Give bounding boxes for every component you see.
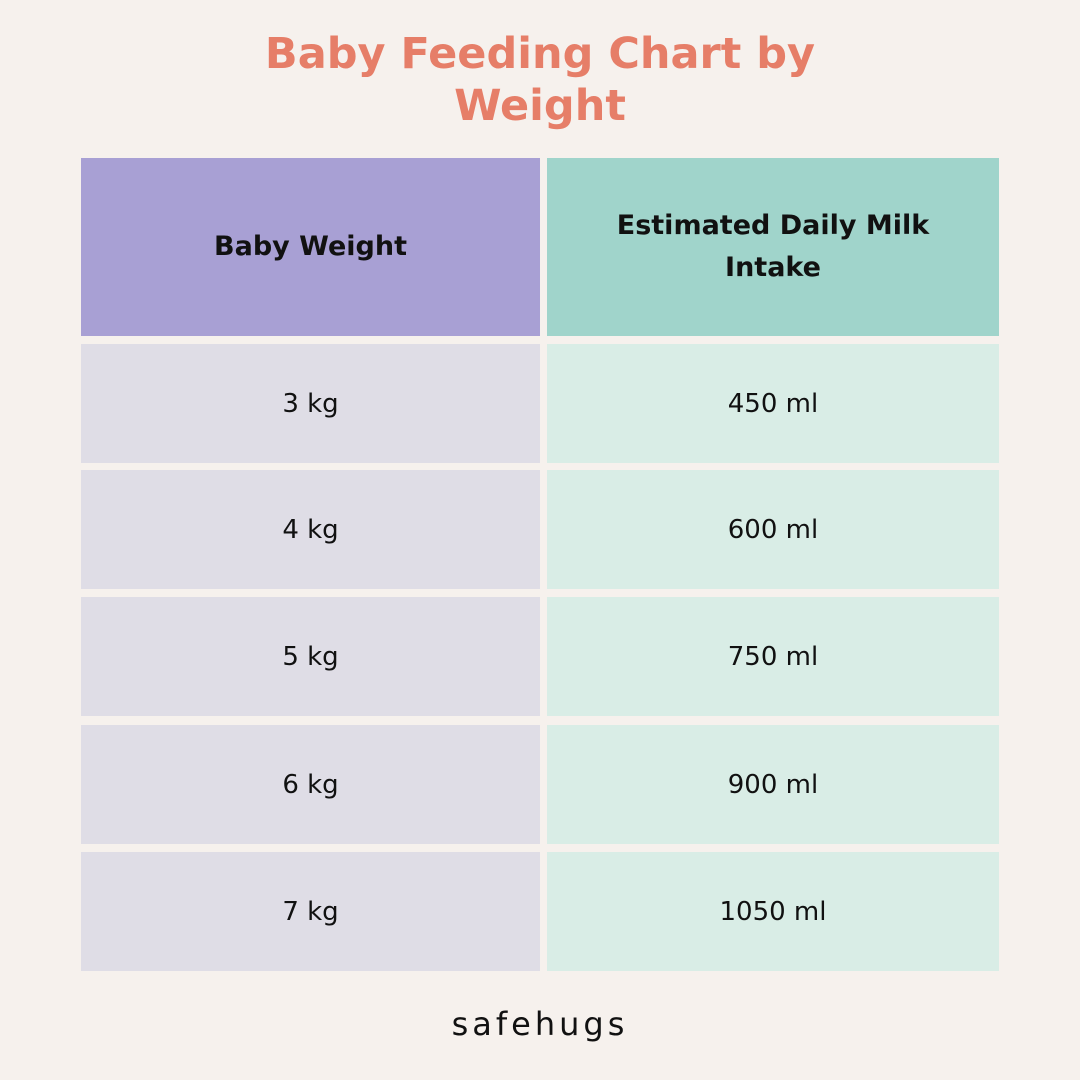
intake-cell: 1050 ml: [547, 852, 999, 971]
table-row: 3 kg 450 ml: [81, 344, 999, 463]
table-row: 4 kg 600 ml: [81, 470, 999, 589]
intake-cell: 900 ml: [547, 725, 999, 844]
weight-cell: 4 kg: [81, 470, 540, 589]
weight-cell: 6 kg: [81, 725, 540, 844]
intake-cell: 600 ml: [547, 470, 999, 589]
header-baby-weight: Baby Weight: [81, 158, 540, 336]
table-row: 5 kg 750 ml: [81, 597, 999, 716]
title-line-1: Baby Feeding Chart by: [264, 29, 816, 79]
weight-cell: 3 kg: [81, 344, 540, 463]
title-line-2: Weight: [454, 81, 626, 131]
intake-cell: 750 ml: [547, 597, 999, 716]
intake-cell: 450 ml: [547, 344, 999, 463]
brand-logo: safehugs: [451, 1005, 629, 1043]
page-title: Baby Feeding Chart by Weight: [0, 28, 1080, 132]
table-row: 7 kg 1050 ml: [81, 852, 999, 971]
weight-cell: 5 kg: [81, 597, 540, 716]
weight-cell: 7 kg: [81, 852, 540, 971]
header-daily-milk-intake: Estimated Daily Milk Intake: [547, 158, 999, 336]
table-row: 6 kg 900 ml: [81, 725, 999, 844]
